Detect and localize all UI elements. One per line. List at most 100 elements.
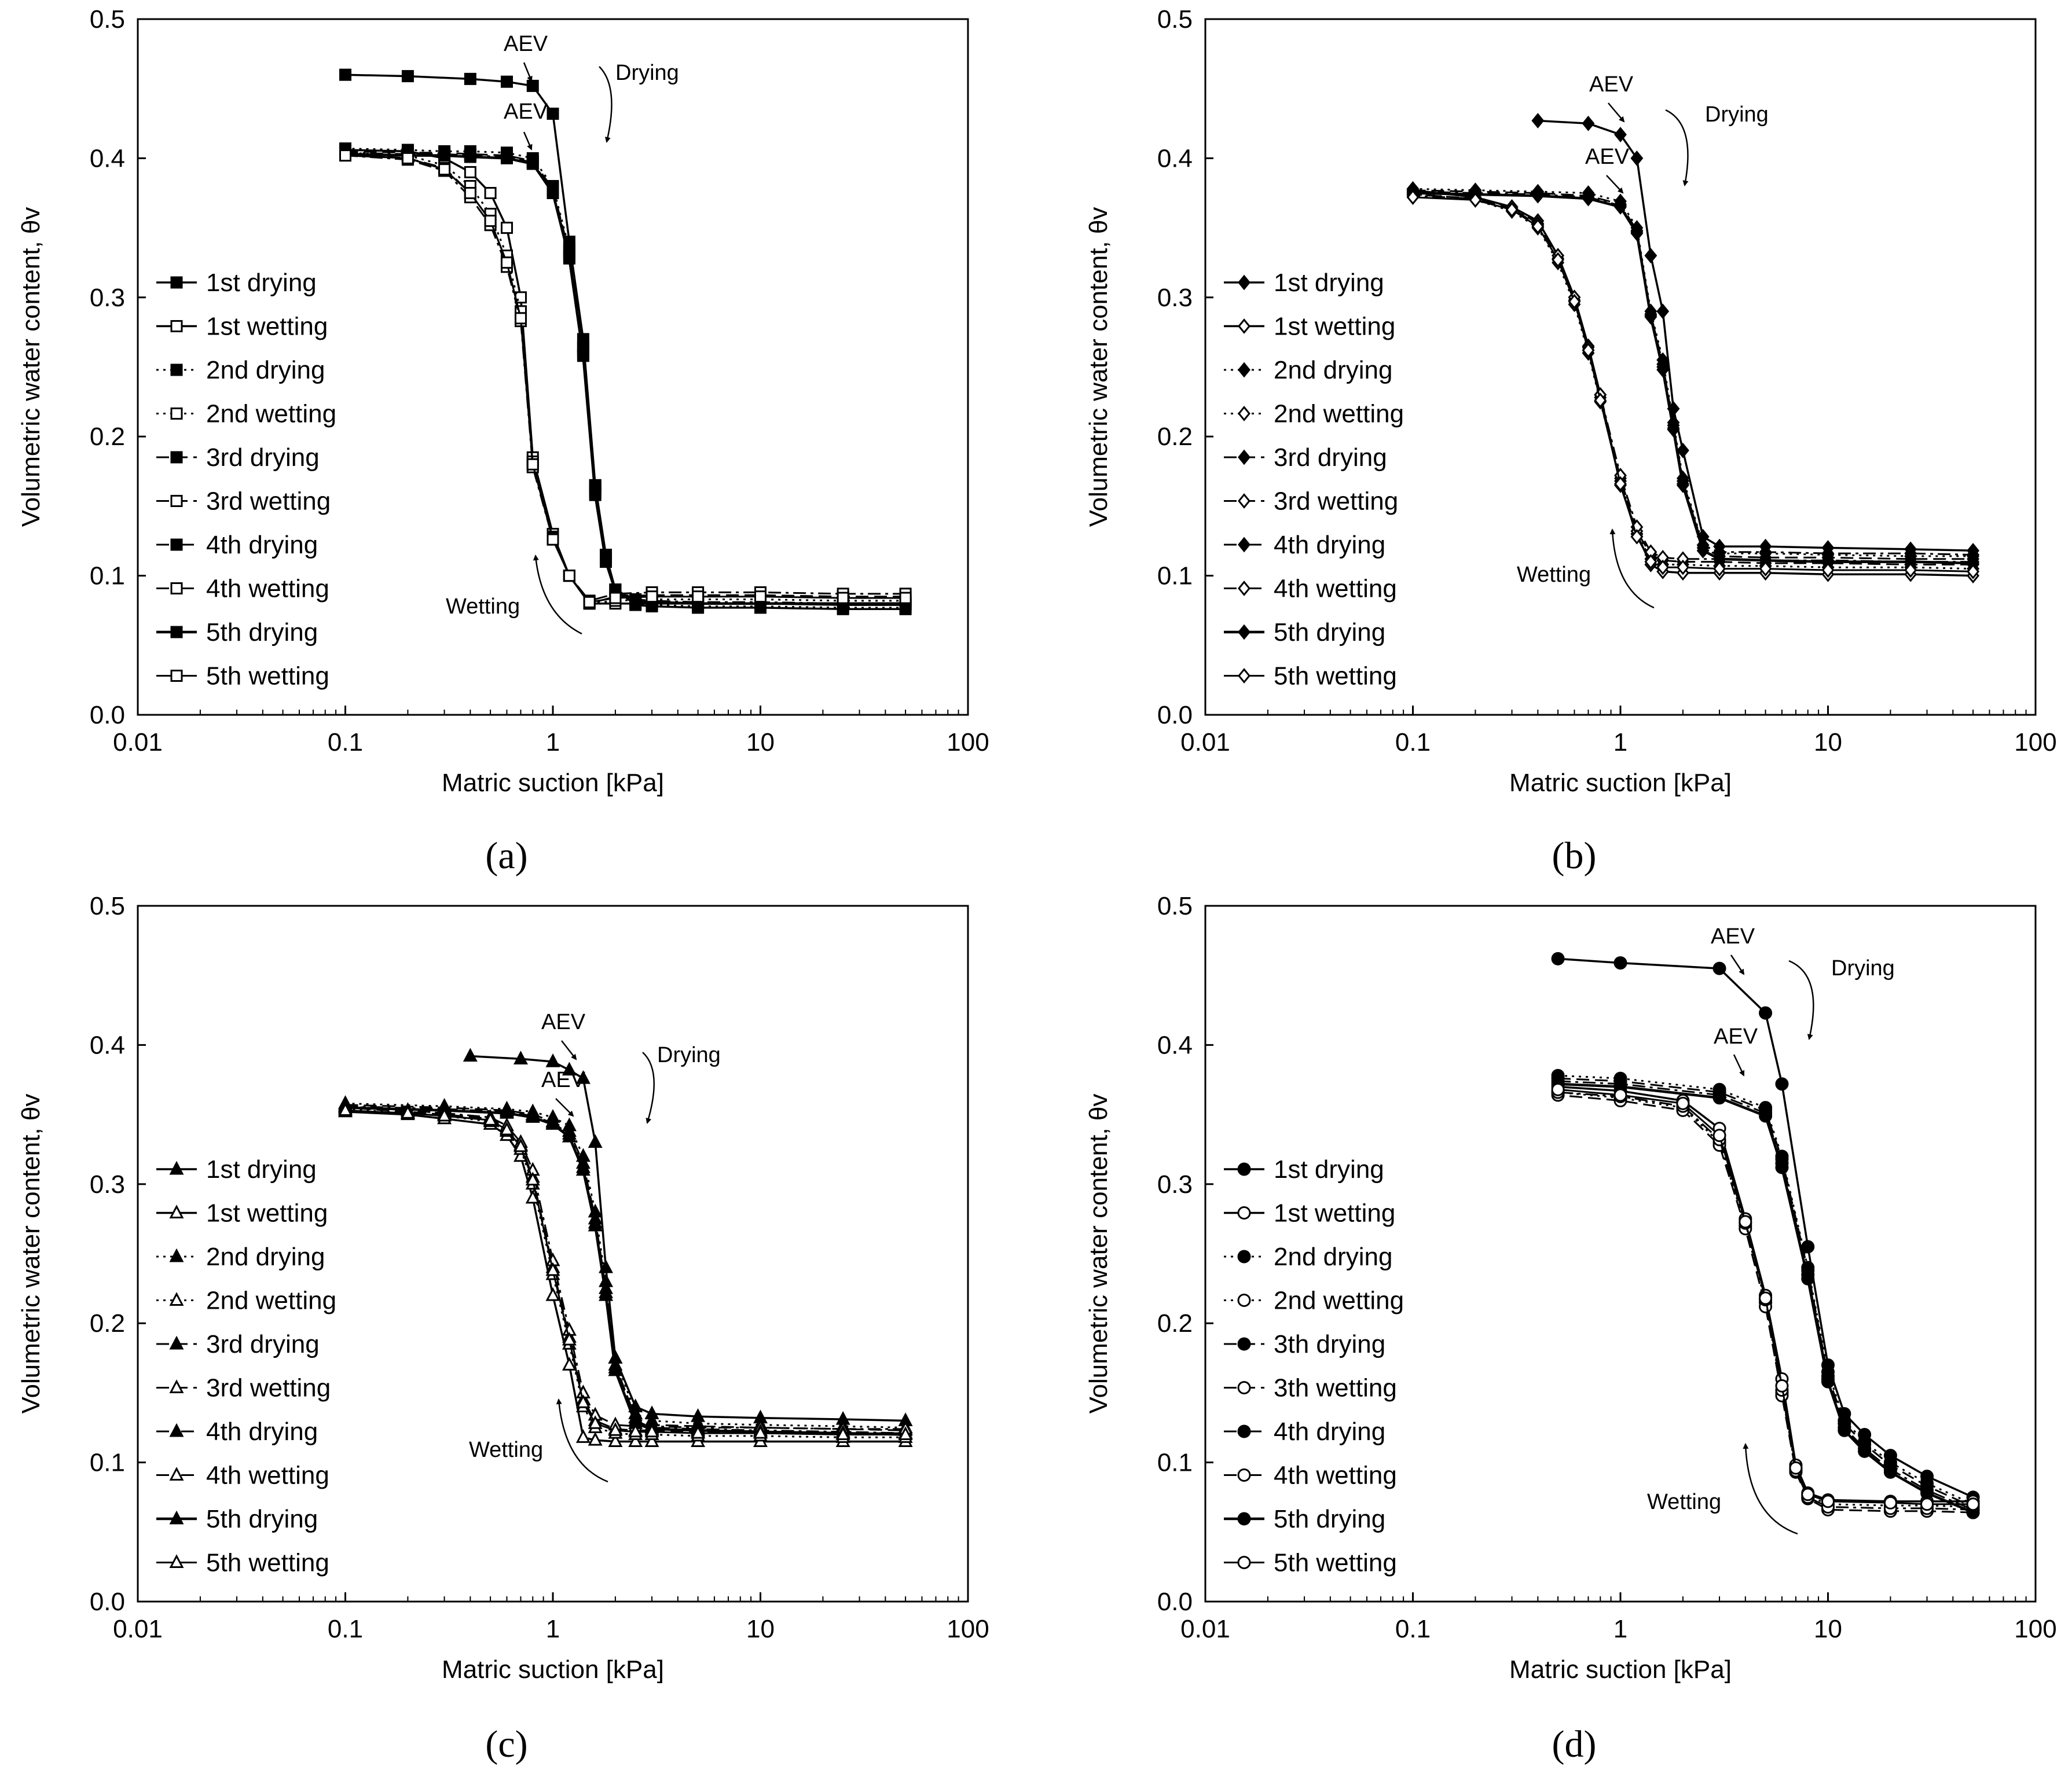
data-point	[1858, 1444, 1872, 1458]
legend-marker	[169, 1423, 184, 1437]
legend-entry: 3rd wetting	[156, 487, 331, 516]
y-tick-label: 0.0	[1157, 701, 1193, 729]
legend-marker	[1238, 274, 1250, 291]
data-point	[1630, 528, 1644, 545]
y-tick-label: 0.3	[1157, 284, 1193, 312]
data-point	[525, 1109, 540, 1123]
legend-label: 1st drying	[1274, 1155, 1384, 1184]
series	[339, 148, 912, 610]
data-point	[562, 1357, 577, 1371]
series	[339, 146, 912, 610]
series-line	[1413, 193, 1974, 565]
legend-label: 2nd drying	[1274, 356, 1392, 384]
y-axis-title: Volumetric water content, θv	[17, 1094, 45, 1414]
legend-label: 3rd drying	[206, 443, 320, 472]
data-point	[338, 1102, 353, 1116]
legend-marker	[1238, 362, 1250, 378]
data-point	[646, 590, 658, 603]
legend-label: 2nd wetting	[206, 400, 336, 428]
legend-label: 2nd wetting	[1274, 1287, 1404, 1315]
data-point	[1775, 1161, 1789, 1174]
data-point	[483, 1111, 498, 1126]
legend-entry: 5th drying	[1224, 1505, 1385, 1533]
aev-arrow	[561, 1040, 577, 1060]
y-tick-label: 0.3	[90, 1170, 125, 1199]
data-point	[1630, 150, 1644, 166]
data-point	[1644, 554, 1657, 570]
y-tick-label: 0.5	[1157, 892, 1193, 920]
legend-marker	[170, 407, 183, 420]
drying-label: Drying	[1705, 102, 1769, 127]
data-point	[1531, 113, 1545, 128]
data-point	[1759, 1006, 1773, 1020]
aev-label: AEV	[504, 100, 548, 124]
data-point	[484, 215, 497, 227]
data-point	[1759, 561, 1772, 576]
y-tick-label: 0.4	[1157, 144, 1193, 172]
data-point	[1920, 1497, 1934, 1511]
aev-label: AEV	[1589, 72, 1634, 97]
y-axis-title: Volumetric water content, θv	[17, 207, 45, 527]
legend-entry: 5th wetting	[1224, 662, 1397, 691]
series-line	[345, 150, 906, 606]
data-point	[1656, 362, 1670, 378]
data-point	[1838, 1423, 1851, 1437]
data-point	[500, 152, 513, 164]
legend-entry: 5th drying	[156, 618, 318, 647]
data-point	[575, 1429, 591, 1443]
wetting-label: Wetting	[469, 1438, 543, 1462]
legend-label: 2nd drying	[206, 356, 325, 384]
data-point	[545, 1053, 560, 1067]
legend-label: 4th wetting	[206, 575, 329, 603]
chart-panel: 0.0 0.1 0.2 0.3 0.4 0.5 0.01 0.1 1 10 100 Matric su…	[1084, 892, 2057, 1765]
data-point	[1712, 961, 1726, 975]
data-point	[1614, 476, 1627, 492]
data-point	[463, 1048, 478, 1062]
series-line	[345, 1106, 906, 1436]
data-point	[608, 1433, 623, 1448]
series	[339, 148, 912, 610]
data-point	[437, 1107, 452, 1122]
legend-marker	[169, 1335, 184, 1350]
series-line	[345, 152, 906, 605]
data-point	[545, 1262, 560, 1276]
data-point	[1759, 1109, 1773, 1123]
data-point	[898, 1426, 913, 1441]
chart-panel: 0.0 0.1 0.2 0.3 0.4 0.5 0.01 0.1 1 10 100 Matric su…	[17, 5, 989, 877]
y-tick-label: 0.1	[1157, 562, 1193, 590]
legend-marker	[170, 451, 183, 464]
series	[1531, 113, 1980, 559]
data-point	[1594, 392, 1607, 409]
legend-marker	[169, 1161, 184, 1175]
y-tick-label: 0.0	[90, 1588, 125, 1616]
series	[1551, 952, 1980, 1504]
x-tick-label: 10	[1814, 1615, 1842, 1643]
data-point	[753, 1424, 768, 1439]
series-line	[345, 1109, 906, 1435]
data-point	[644, 1423, 659, 1438]
data-point	[500, 256, 513, 269]
y-tick-label: 0.0	[90, 701, 125, 729]
legend-marker	[1238, 537, 1250, 553]
data-point	[1613, 956, 1627, 970]
data-point	[1568, 293, 1581, 310]
data-point	[464, 187, 476, 199]
aev-label: AEV	[1714, 1024, 1758, 1049]
chart-panel: 0.0 0.1 0.2 0.3 0.4 0.5 0.01 0.1 1 10 100 Matric su…	[17, 892, 989, 1765]
wetting-arrow	[1743, 1443, 1798, 1535]
data-point	[1920, 1486, 1934, 1500]
data-point	[575, 1070, 591, 1084]
data-point	[1551, 1082, 1565, 1096]
data-point	[588, 1217, 603, 1232]
data-point	[1883, 1496, 1897, 1510]
data-point	[1582, 115, 1595, 131]
data-point	[514, 312, 527, 325]
series	[339, 144, 912, 611]
data-point	[1712, 1129, 1726, 1143]
legend-label: 5th drying	[1274, 1505, 1385, 1533]
aev-label: AEV	[1585, 145, 1630, 169]
data-point	[588, 1431, 603, 1446]
data-point	[837, 592, 849, 604]
legend-marker	[170, 495, 183, 507]
data-point	[526, 458, 539, 471]
